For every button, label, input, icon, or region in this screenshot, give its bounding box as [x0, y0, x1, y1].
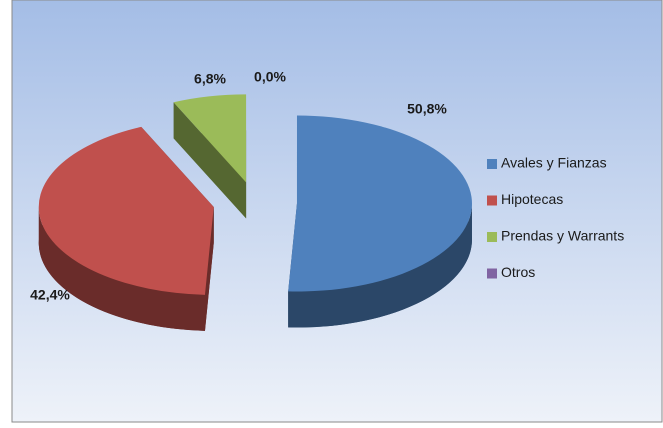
- data-label: 42,4%: [30, 287, 70, 303]
- legend-label: Otros: [501, 264, 535, 280]
- data-label: 0,0%: [254, 69, 286, 85]
- legend-label: Hipotecas: [501, 191, 563, 207]
- pie-slice-side: [288, 203, 472, 328]
- legend-swatch: [487, 195, 497, 206]
- pie-slice: [173, 94, 247, 183]
- legend-swatch: [487, 159, 497, 169]
- legend-swatch: [487, 268, 497, 279]
- pie-slice: [288, 115, 472, 292]
- pie-slice-side: [38, 206, 205, 331]
- pie-slice: [38, 126, 214, 295]
- data-label: 50,8%: [407, 101, 447, 117]
- pie-slice-edge: [173, 102, 247, 219]
- legend-label: Prendas y Warrants: [501, 228, 624, 244]
- legend-swatch: [487, 232, 497, 242]
- data-label: 6,8%: [194, 71, 226, 87]
- legend-label: Avales y Fianzas: [501, 155, 607, 171]
